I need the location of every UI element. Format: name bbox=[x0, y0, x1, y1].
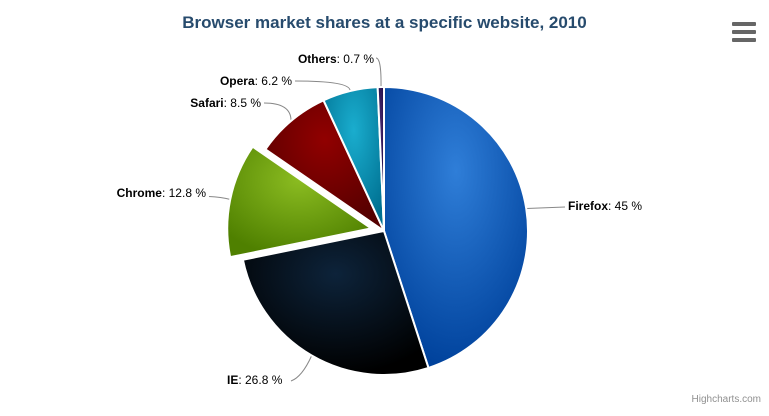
export-menu-button[interactable] bbox=[731, 20, 757, 44]
label-connector-opera bbox=[294, 80, 351, 91]
label-connector-safari bbox=[263, 102, 292, 121]
pie-slice-chrome[interactable] bbox=[226, 145, 373, 259]
pie-slice-ie[interactable] bbox=[241, 230, 430, 376]
data-label-others: Others: 0.7 % bbox=[297, 52, 374, 66]
label-connectors bbox=[208, 57, 566, 382]
data-label-firefox: Firefox: 45 % bbox=[568, 199, 643, 213]
credits-link[interactable]: Highcharts.com bbox=[691, 394, 761, 405]
label-connector-firefox bbox=[526, 206, 566, 209]
label-connector-ie bbox=[290, 355, 312, 382]
data-label-safari: Safari: 8.5 % bbox=[190, 96, 261, 110]
pie-slice-firefox[interactable] bbox=[383, 86, 529, 369]
data-label-chrome: Chrome: 12.8 % bbox=[116, 186, 206, 200]
pie-slice-others[interactable] bbox=[376, 86, 385, 232]
label-connector-others bbox=[375, 57, 382, 88]
data-label-ie: IE: 26.8 % bbox=[227, 373, 283, 387]
hamburger-icon bbox=[732, 22, 756, 26]
hamburger-icon bbox=[732, 30, 756, 34]
chart-title: Browser market shares at a specific webs… bbox=[182, 13, 587, 32]
hamburger-icon bbox=[732, 38, 756, 42]
data-label-opera: Opera: 6.2 % bbox=[219, 74, 292, 88]
pie-slices bbox=[226, 86, 529, 376]
label-connector-chrome bbox=[208, 196, 231, 200]
